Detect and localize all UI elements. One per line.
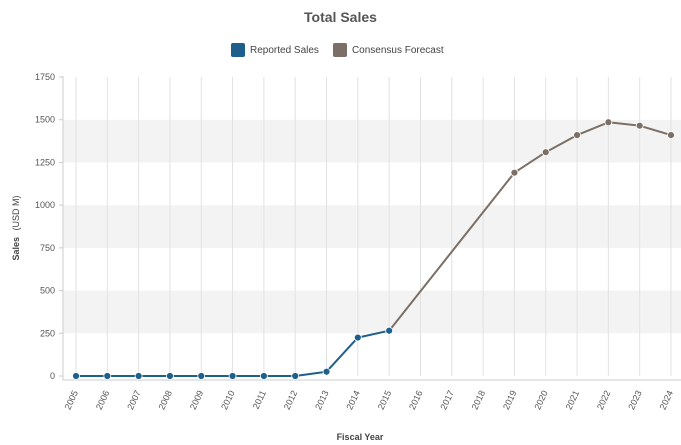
data-point-consensus-forecast [541, 148, 550, 157]
x-tick-label: 2012 [282, 389, 300, 411]
y-tick-label: 0 [50, 371, 55, 381]
x-axis-title: Fiscal Year [337, 432, 384, 442]
x-tick-label: 2005 [63, 389, 81, 411]
legend-item-consensus-forecast[interactable]: Consensus Forecast [332, 43, 444, 57]
y-tick-label: 750 [40, 243, 55, 253]
legend-label-reported-sales: Reported Sales [250, 44, 319, 56]
vertical-gridlines [75, 77, 672, 376]
y-tick-label: 1250 [35, 157, 55, 167]
legend-item-reported-sales[interactable]: Reported Sales [231, 43, 319, 57]
data-point-consensus-forecast [635, 121, 644, 130]
x-tick-label: 2015 [376, 389, 394, 411]
background-band [63, 77, 681, 120]
data-point-reported-sales [166, 372, 174, 380]
axes [62, 76, 681, 381]
x-tick-label: 2021 [564, 389, 582, 411]
y-axis-ticks: 0 250 500 750 1000 1250 1500 1750 [35, 72, 63, 381]
y-tick-label: 1500 [35, 115, 55, 125]
data-point-reported-sales [197, 372, 206, 380]
data-point-reported-sales [259, 372, 268, 380]
x-tick-label: 2020 [532, 389, 550, 411]
data-point-consensus-forecast [573, 131, 581, 139]
legend-swatch-reported-sales [231, 43, 245, 57]
legend: Reported Sales Consensus Forecast [231, 41, 444, 59]
data-point-consensus-forecast [604, 118, 613, 127]
x-tick-label: 2017 [438, 389, 456, 411]
data-point-consensus-forecast [510, 168, 519, 177]
x-tick-label: 2023 [626, 389, 644, 411]
background-band [63, 333, 681, 376]
data-point-reported-sales [72, 372, 80, 380]
data-point-reported-sales [353, 333, 362, 342]
x-tick-label: 2016 [407, 389, 425, 411]
legend-swatch-consensus-forecast [332, 43, 347, 57]
x-tick-label: 2022 [595, 389, 613, 411]
data-point-reported-sales [385, 326, 394, 335]
background-band [63, 119, 681, 163]
y-tick-label: 250 [40, 328, 55, 338]
x-tick-label: 2011 [251, 389, 268, 411]
y-axis-title: Sales (USD M) [11, 195, 21, 260]
chart-title: Total Sales [304, 9, 377, 25]
data-point-reported-sales [291, 372, 300, 380]
x-tick-label: 2006 [94, 389, 112, 411]
x-tick-label: 2008 [157, 389, 175, 411]
y-tick-label: 1000 [35, 200, 55, 210]
background-band [63, 290, 681, 334]
x-axis-ticks: 2005 2006 2007 2008 2009 2010 2011 2012 2013 2014… [63, 389, 676, 411]
background-band [63, 205, 681, 248]
x-tick-label: 2018 [470, 389, 488, 411]
background-band [63, 247, 681, 291]
y-axis-title-main: Sales [11, 237, 21, 261]
x-tick-label: 2010 [219, 389, 237, 411]
data-point-reported-sales [322, 367, 331, 376]
y-tick-label: 1750 [35, 72, 55, 82]
y-tick-label: 500 [40, 286, 55, 296]
y-axis-title-unit: (USD M) [11, 195, 21, 230]
background-band [63, 162, 681, 206]
data-point-reported-sales [228, 372, 237, 380]
data-point-reported-sales [103, 372, 112, 380]
background-bands [63, 77, 681, 376]
series-markers [72, 118, 675, 380]
legend-label-consensus-forecast: Consensus Forecast [351, 44, 444, 56]
x-tick-label: 2014 [344, 389, 362, 411]
data-point-consensus-forecast [667, 131, 675, 139]
x-tick-label: 2019 [501, 389, 519, 411]
x-tick-label: 2007 [125, 389, 143, 411]
data-point-reported-sales [134, 372, 143, 380]
x-tick-label: 2024 [658, 389, 676, 411]
x-tick-label: 2013 [313, 389, 331, 411]
x-tick-label: 2009 [188, 389, 206, 411]
